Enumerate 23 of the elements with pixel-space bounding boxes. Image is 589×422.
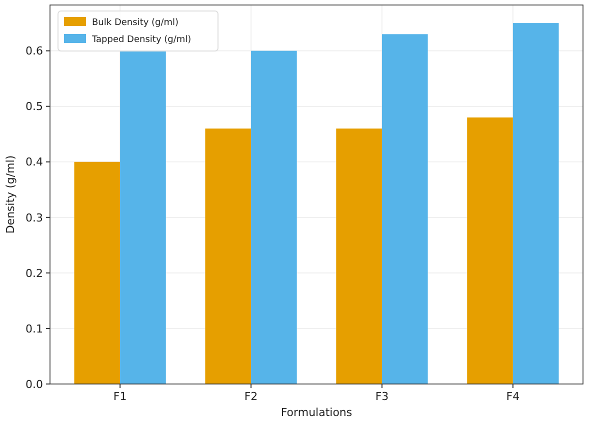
x-tick-label: F2 <box>244 390 258 403</box>
y-tick-label: 0.2 <box>26 266 43 280</box>
bar <box>74 162 120 384</box>
legend-label: Tapped Density (g/ml) <box>91 35 192 46</box>
bar <box>512 23 559 384</box>
y-tick-label: 0.3 <box>26 211 43 224</box>
x-axis-title: Formulations <box>280 406 352 419</box>
x-tick-label: F3 <box>375 390 389 403</box>
x-tick-label: F4 <box>506 390 520 403</box>
y-axis-title: Density (g/ml) <box>4 155 17 234</box>
x-tick-label: F1 <box>113 390 127 403</box>
bar <box>251 50 297 384</box>
y-tick-label: 0.5 <box>26 100 43 114</box>
legend-label: Bulk Density (g/ml) <box>92 18 179 28</box>
bar <box>205 128 252 384</box>
y-tick-label: 0.4 <box>26 156 43 169</box>
bar <box>120 50 166 384</box>
y-tick-label: 0.6 <box>26 44 43 58</box>
bar <box>467 117 513 384</box>
y-tick-label: 0.1 <box>26 322 43 336</box>
bar <box>382 34 428 384</box>
y-tick-label: 0.0 <box>26 378 43 391</box>
bar <box>336 128 382 384</box>
